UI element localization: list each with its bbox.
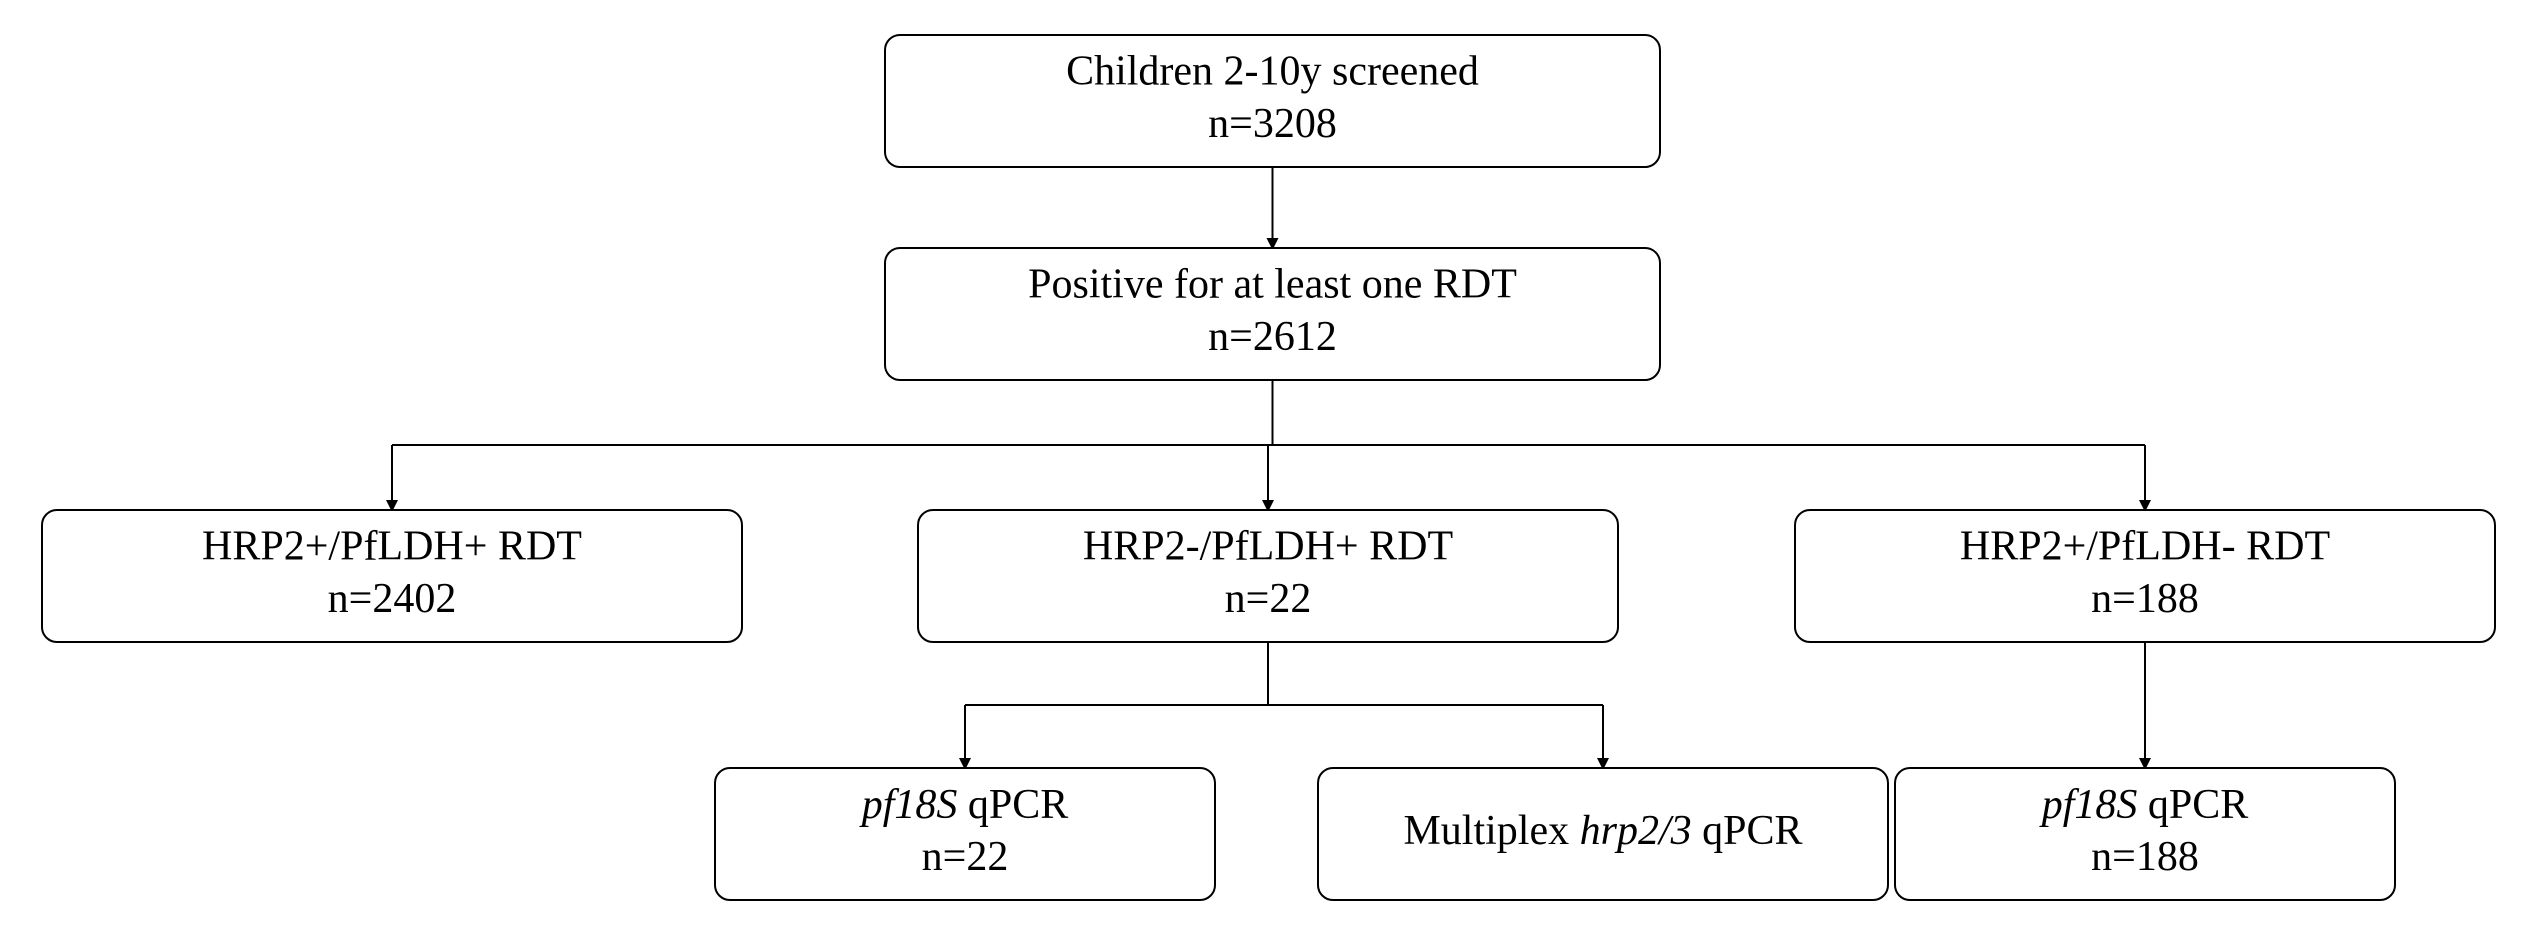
node-label: HRP2+/PfLDH- RDT: [1960, 523, 2330, 569]
node-label: Positive for at least one RDT: [1028, 261, 1517, 307]
node-hrp2pos_pfldhneg: HRP2+/PfLDH- RDT n=188: [1795, 510, 2495, 642]
node-label: pf18S qPCR: [2039, 781, 2249, 827]
node-label: n=188: [2091, 576, 2199, 622]
node-screened: Children 2-10y screened n=3208: [885, 35, 1660, 167]
node-positive: Positive for at least one RDT n=2612: [885, 248, 1660, 380]
node-multiplex: Multiplex hrp2/3 qPCR: [1318, 768, 1888, 900]
node-pf18s_22: pf18S qPCR n=22: [715, 768, 1215, 900]
node-label: n=2402: [328, 576, 457, 622]
node-label: n=2612: [1208, 314, 1337, 360]
flowchart-canvas: Children 2-10y screened n=3208 Positive fo…: [0, 0, 2532, 930]
node-label: pf18S qPCR: [859, 781, 1069, 827]
node-hrp2pos_pfldhpos: HRP2+/PfLDH+ RDT n=2402: [42, 510, 742, 642]
node-label: n=22: [922, 834, 1009, 880]
node-label: Children 2-10y screened: [1066, 48, 1479, 94]
node-pf18s_188: pf18S qPCR n=188: [1895, 768, 2395, 900]
node-hrp2neg_pfldhpos: HRP2-/PfLDH+ RDT n=22: [918, 510, 1618, 642]
node-label: n=3208: [1208, 101, 1337, 147]
node-label: Multiplex hrp2/3 qPCR: [1403, 808, 1802, 854]
node-label: HRP2+/PfLDH+ RDT: [202, 523, 582, 569]
node-label: n=22: [1225, 576, 1312, 622]
node-label: n=188: [2091, 834, 2199, 880]
node-label: HRP2-/PfLDH+ RDT: [1083, 523, 1453, 569]
